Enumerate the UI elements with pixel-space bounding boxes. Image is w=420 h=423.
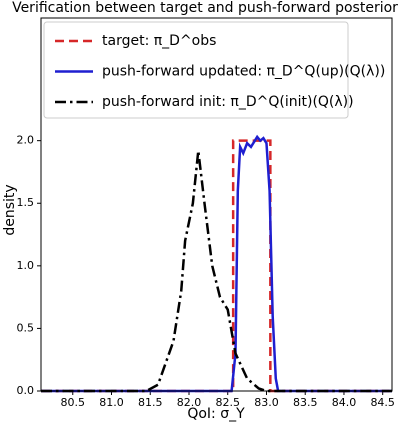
y-tick-label: 1.5 [17,196,35,209]
x-tick-label: 84.5 [370,396,395,409]
y-tick-label: 2.0 [17,134,35,147]
series-line [41,150,392,393]
x-tick-label: 83.0 [254,396,279,409]
series-line [41,139,392,393]
legend-label: push-forward init: π_D^Q(init)(Q(λ)) [102,94,354,110]
x-tick-label: 81.5 [138,396,163,409]
legend-label: target: π_D^obs [102,33,216,49]
plot-frame [40,17,393,392]
y-tick-label: 0.5 [17,321,35,334]
x-axis-label: QoI: σ_Y [187,406,245,422]
chart-title: Verification between target and push-for… [12,0,398,16]
x-tick-label: 82.5 [215,396,240,409]
x-tick-label: 81.0 [99,396,124,409]
y-tick-label: 1.0 [17,259,35,272]
series-line [41,134,392,393]
x-tick-label: 80.5 [61,396,86,409]
y-axis-label: density [2,184,18,235]
legend-box [43,21,349,119]
y-tick-label: 0.0 [17,384,35,397]
x-tick-label: 82.0 [177,396,202,409]
x-tick-label: 84.0 [332,396,357,409]
x-tick-label: 83.5 [293,396,318,409]
legend-label: push-forward updated: π_D^Q(up)(Q(λ)) [102,64,385,80]
